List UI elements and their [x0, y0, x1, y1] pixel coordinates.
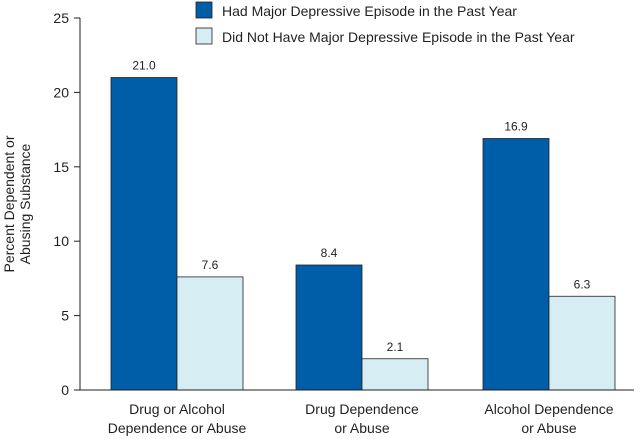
legend-label: Did Not Have Major Depressive Episode in… — [222, 29, 575, 45]
bar-no-mde — [548, 295, 616, 391]
x-axis: Drug or Alcohol Dependence or Abuse Drug D… — [80, 389, 634, 436]
y-tick-label: 0 — [61, 382, 69, 398]
data-label: 2.1 — [387, 340, 404, 354]
bar-had-mde — [482, 138, 550, 391]
data-label: 21.0 — [132, 59, 156, 73]
bar-no-mde — [176, 276, 244, 391]
legend-label: Had Major Depressive Episode in the Past… — [222, 3, 517, 19]
y-axis-title-line: Abusing Substance — [17, 143, 33, 264]
legend-swatch — [195, 27, 213, 45]
y-tick-label: 5 — [61, 308, 69, 324]
y-axis: 0 5 10 15 20 25 — [53, 10, 81, 398]
x-category-label: Alcohol Dependence — [484, 401, 613, 417]
bars — [110, 77, 616, 391]
data-label: 7.6 — [202, 258, 219, 272]
data-labels: 21.0 8.4 16.9 7.6 2.1 6.3 — [132, 59, 590, 354]
y-tick-label: 20 — [53, 84, 69, 100]
y-axis-title-line: Percent Dependent or — [1, 135, 17, 272]
x-category-label: or Abuse — [334, 420, 389, 436]
legend-swatch — [195, 1, 213, 19]
y-tick-label: 25 — [53, 10, 69, 26]
x-category-label: Drug Dependence — [305, 401, 419, 417]
data-label: 16.9 — [504, 120, 528, 134]
y-axis-title: Percent Dependent or Abusing Substance — [1, 135, 33, 272]
data-label: 8.4 — [321, 246, 338, 260]
x-category-label: or Abuse — [521, 420, 576, 436]
bar-had-mde — [295, 264, 363, 391]
data-label: 6.3 — [574, 277, 591, 291]
x-category-label: Dependence or Abuse — [108, 420, 247, 436]
bar-no-mde — [361, 358, 429, 391]
y-tick-label: 15 — [53, 159, 69, 175]
bar-had-mde — [110, 77, 178, 391]
x-category-label: Drug or Alcohol — [129, 401, 225, 417]
legend: Had Major Depressive Episode in the Past… — [195, 1, 575, 45]
y-tick-label: 10 — [53, 233, 69, 249]
